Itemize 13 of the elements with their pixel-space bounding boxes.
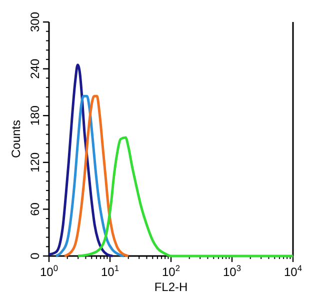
y-tick-label: 120	[28, 152, 42, 172]
x-tick-label: 10$^{4}$	[284, 263, 302, 279]
y-tick-label: 60	[28, 202, 42, 216]
y-tick-label: 300	[28, 12, 42, 32]
x-tick-label: 10$^{2}$	[162, 263, 180, 279]
y-tick-label: 0	[28, 252, 42, 260]
x-axis-title: FL2-H	[154, 280, 188, 294]
y-tick-label: 240	[28, 58, 42, 79]
y-tick-label: 180	[28, 105, 42, 126]
x-tick-label: 10$^{1}$	[100, 263, 120, 279]
x-tick-label: 10$^{3}$	[222, 263, 242, 279]
x-tick-label: 10$^{0}$	[40, 263, 58, 279]
y-axis-title: Counts	[9, 120, 23, 158]
